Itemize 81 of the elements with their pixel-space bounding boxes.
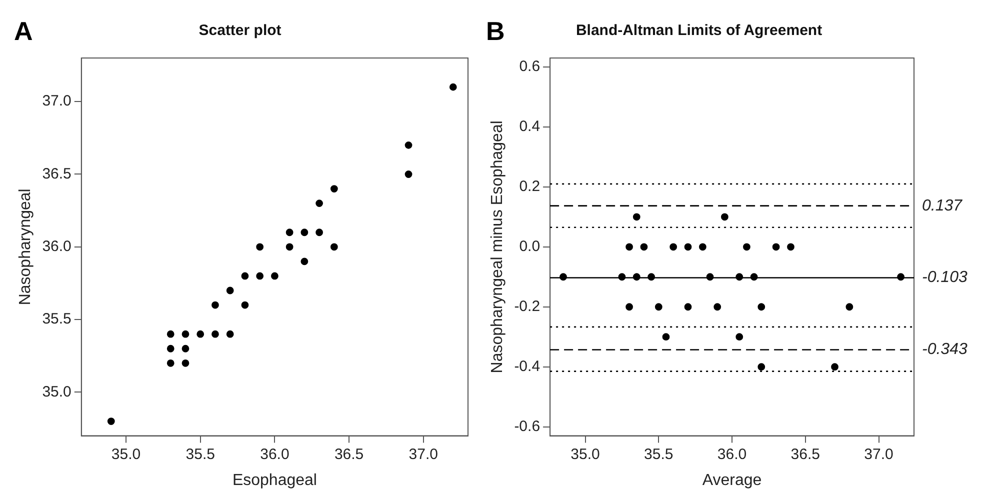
y-tick-label: 0.0 <box>519 238 540 256</box>
point <box>241 301 249 309</box>
point <box>831 363 838 371</box>
point <box>684 243 692 251</box>
point <box>182 344 190 352</box>
x-tick-label: 36.5 <box>334 446 364 463</box>
point <box>241 272 249 280</box>
point <box>626 243 633 251</box>
point <box>640 243 648 251</box>
point <box>654 303 662 311</box>
x-tick-label: 36.5 <box>790 446 820 463</box>
y-tick-label: 37.0 <box>42 92 72 110</box>
point <box>286 228 294 236</box>
point <box>330 185 338 192</box>
point <box>226 286 234 294</box>
point <box>300 228 308 236</box>
y-tick-label: 0.2 <box>519 178 540 196</box>
point <box>300 258 308 266</box>
point <box>404 141 412 149</box>
y-tick-label: -0.2 <box>514 298 540 316</box>
point <box>684 303 692 311</box>
point <box>736 333 744 341</box>
point <box>316 200 324 208</box>
point <box>166 344 174 352</box>
point <box>449 83 457 91</box>
point <box>626 303 633 311</box>
text: B <box>486 16 505 46</box>
ref-line-label: -0.103 <box>922 269 968 286</box>
x-axis-title: Esophageal <box>232 472 317 489</box>
x-tick-label: 35.0 <box>570 446 600 463</box>
point <box>270 272 278 280</box>
point <box>758 303 766 311</box>
point <box>632 213 640 221</box>
point <box>212 301 219 309</box>
point <box>166 359 174 367</box>
text: A <box>14 16 33 46</box>
point <box>107 418 115 425</box>
x-tick-label: 35.5 <box>644 446 674 463</box>
x-tick-label: 35.5 <box>186 446 215 463</box>
y-tick-label: -0.4 <box>514 358 540 375</box>
y-tick-label: 36.5 <box>42 165 72 182</box>
x-tick-label: 35.0 <box>111 446 141 463</box>
y-axis-title: Nasopharyngeal minus Esophageal <box>489 120 506 374</box>
ref-line-label: -0.343 <box>922 341 968 358</box>
chart-title: Scatter plot <box>198 22 282 40</box>
x-tick-label: 36.0 <box>717 446 747 463</box>
y-tick-label: -0.6 <box>514 418 540 435</box>
chart-title: Bland-Altman Limits of Agreement <box>576 22 822 40</box>
point <box>330 243 338 251</box>
point <box>772 243 780 251</box>
point <box>743 243 750 251</box>
x-tick-label: 36.0 <box>260 446 290 463</box>
point <box>846 303 854 311</box>
point <box>714 303 722 311</box>
x-axis-title: Average <box>702 472 762 489</box>
point <box>316 228 324 236</box>
x-tick-label: 37.0 <box>408 446 438 463</box>
point <box>404 170 412 178</box>
point <box>670 243 678 251</box>
point <box>256 243 264 251</box>
y-tick-label: 35.5 <box>42 310 72 328</box>
point <box>256 272 264 280</box>
point <box>758 363 766 371</box>
point <box>787 243 794 251</box>
x-tick-label: 37.0 <box>864 446 894 463</box>
point <box>226 330 234 338</box>
point <box>196 330 204 338</box>
y-axis-title: Nasopharyngeal <box>17 188 34 306</box>
y-tick-label: 35.0 <box>42 383 72 400</box>
y-tick-label: 0.6 <box>519 58 540 76</box>
y-tick-label: 0.4 <box>519 118 540 136</box>
ref-line-label: 0.137 <box>922 197 964 214</box>
point <box>182 359 190 367</box>
y-tick-label: 36.0 <box>42 238 72 256</box>
point <box>698 243 706 251</box>
point <box>286 243 294 251</box>
point <box>166 330 174 338</box>
point <box>662 333 670 341</box>
point <box>182 330 190 338</box>
point <box>212 330 219 338</box>
point <box>720 213 728 221</box>
